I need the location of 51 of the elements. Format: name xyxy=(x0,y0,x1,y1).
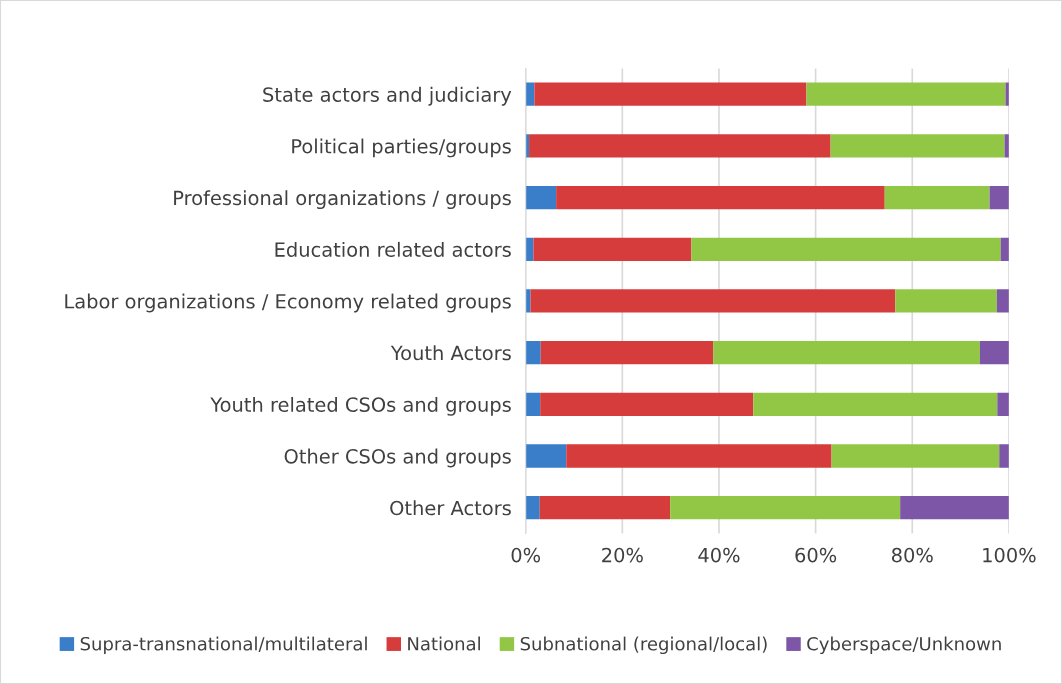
bar xyxy=(530,289,896,313)
x-tick-label: 0% xyxy=(511,547,541,563)
y-tick-label: Youth related CSOs and groups xyxy=(210,396,511,416)
bar xyxy=(895,289,997,313)
y-tick-label: Political parties/groups xyxy=(292,138,511,158)
bar xyxy=(540,341,714,365)
bar xyxy=(529,134,831,158)
x-tick-label: 20% xyxy=(602,547,643,563)
bar xyxy=(525,82,535,106)
bar xyxy=(691,237,1001,261)
bar xyxy=(989,185,1009,210)
bar xyxy=(979,341,1009,365)
y-tick-label: Other Actors xyxy=(390,500,511,516)
legend-label: National xyxy=(408,636,480,651)
bar xyxy=(525,185,557,210)
bar xyxy=(900,496,1009,520)
bar xyxy=(525,444,567,468)
bar xyxy=(539,496,671,520)
bar xyxy=(713,341,980,365)
bar xyxy=(831,444,1000,468)
y-tick-label: Education related actors xyxy=(275,241,511,257)
bar xyxy=(533,237,692,261)
bar xyxy=(525,341,541,365)
bar xyxy=(525,134,530,158)
bar xyxy=(525,392,541,416)
legend-label: Subnational (regional/local) xyxy=(520,636,767,655)
x-tick-label: 40% xyxy=(698,547,740,563)
bar xyxy=(753,392,998,416)
x-tick-label: 80% xyxy=(891,547,933,563)
y-tick-label: Labor organizations / Economy related groups xyxy=(65,293,511,313)
bar xyxy=(884,185,990,210)
x-tick-label: 60% xyxy=(795,547,837,563)
x-tick-label: 100% xyxy=(983,547,1036,563)
bar xyxy=(525,289,531,313)
bar xyxy=(525,496,540,520)
y-tick-label: Other CSOs and groups xyxy=(284,448,511,468)
legend-label: Supra-transnational/multilateral xyxy=(80,636,367,655)
bar xyxy=(556,185,885,210)
bar xyxy=(999,444,1009,468)
bar xyxy=(996,289,1009,313)
bar xyxy=(830,134,1005,158)
bar xyxy=(997,392,1009,416)
bar xyxy=(566,444,832,468)
bar xyxy=(534,82,807,106)
bar xyxy=(806,82,1006,106)
legend-label: Cyberspace/Unknown xyxy=(807,636,1001,655)
y-tick-label: Professional organizations / groups xyxy=(174,190,511,210)
bar xyxy=(670,496,901,520)
bar xyxy=(540,392,754,416)
y-tick-label: State actors and judiciary xyxy=(263,86,512,106)
y-tick-label: Youth Actors xyxy=(390,345,511,361)
